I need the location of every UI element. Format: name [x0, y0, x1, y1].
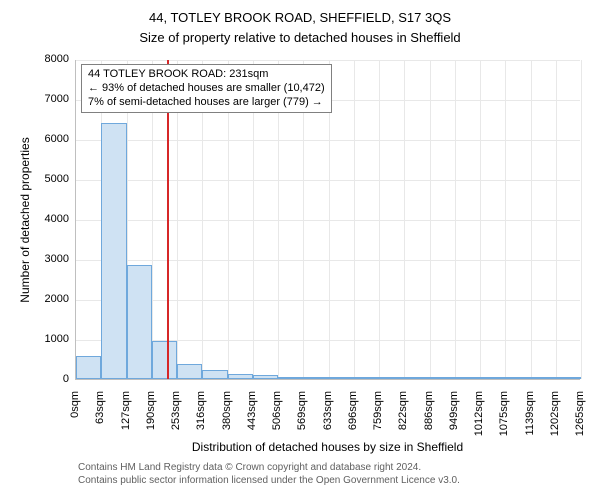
y-tick-label: 2000 — [19, 293, 69, 305]
histogram-bar — [455, 377, 480, 379]
x-axis-label: Distribution of detached houses by size … — [75, 440, 580, 454]
histogram-bar — [404, 377, 429, 379]
histogram-bar — [329, 377, 354, 379]
y-tick-label: 6000 — [19, 133, 69, 145]
histogram-bar — [101, 123, 126, 379]
x-tick-label: 127sqm — [120, 391, 132, 441]
x-tick-label: 1139sqm — [524, 391, 536, 441]
annotation-line: ← 93% of detached houses are smaller (10… — [88, 82, 325, 96]
x-tick-label: 506sqm — [271, 391, 283, 441]
histogram-bar — [480, 377, 505, 379]
x-tick-label: 380sqm — [221, 391, 233, 441]
x-tick-label: 696sqm — [347, 391, 359, 441]
x-tick-label: 1265sqm — [574, 391, 586, 441]
x-tick-label: 949sqm — [448, 391, 460, 441]
footer-attribution: Contains HM Land Registry data © Crown c… — [78, 462, 460, 487]
x-tick-label: 190sqm — [145, 391, 157, 441]
x-tick-label: 443sqm — [246, 391, 258, 441]
x-tick-label: 1075sqm — [498, 391, 510, 441]
x-tick-label: 1202sqm — [549, 391, 561, 441]
histogram-bar — [127, 265, 152, 379]
y-tick-label: 3000 — [19, 253, 69, 265]
histogram-bar — [303, 377, 328, 379]
histogram-bar — [253, 375, 278, 379]
x-tick-label: 63sqm — [94, 391, 106, 441]
gridline-v — [581, 60, 582, 379]
histogram-bar — [278, 377, 303, 379]
annotation-box: 44 TOTLEY BROOK ROAD: 231sqm← 93% of det… — [81, 64, 332, 113]
histogram-bar — [177, 364, 202, 379]
x-tick-label: 253sqm — [170, 391, 182, 441]
histogram-bar — [152, 341, 177, 379]
plot-area: 44 TOTLEY BROOK ROAD: 231sqm← 93% of det… — [75, 60, 580, 380]
annotation-line: 7% of semi-detached houses are larger (7… — [88, 96, 325, 110]
y-tick-label: 0 — [19, 373, 69, 385]
histogram-bar — [556, 377, 581, 379]
y-tick-label: 7000 — [19, 93, 69, 105]
x-tick-label: 633sqm — [322, 391, 334, 441]
annotation-line: 44 TOTLEY BROOK ROAD: 231sqm — [88, 68, 325, 82]
x-tick-label: 822sqm — [397, 391, 409, 441]
chart-title-line2: Size of property relative to detached ho… — [0, 30, 600, 45]
histogram-bar — [354, 377, 379, 379]
y-tick-label: 4000 — [19, 213, 69, 225]
y-tick-label: 5000 — [19, 173, 69, 185]
histogram-bar — [228, 374, 253, 379]
histogram-bar — [202, 370, 227, 379]
y-tick-label: 1000 — [19, 333, 69, 345]
footer-line: Contains HM Land Registry data © Crown c… — [78, 462, 460, 475]
x-tick-label: 1012sqm — [473, 391, 485, 441]
x-tick-label: 0sqm — [69, 391, 81, 441]
histogram-bar — [505, 377, 530, 379]
footer-line: Contains public sector information licen… — [78, 475, 460, 488]
histogram-bar — [430, 377, 455, 379]
histogram-bar — [76, 356, 101, 379]
chart-title-line1: 44, TOTLEY BROOK ROAD, SHEFFIELD, S17 3Q… — [0, 10, 600, 25]
x-tick-label: 759sqm — [372, 391, 384, 441]
x-tick-label: 316sqm — [195, 391, 207, 441]
y-tick-label: 8000 — [19, 53, 69, 65]
histogram-bar — [379, 377, 404, 379]
x-tick-label: 569sqm — [296, 391, 308, 441]
histogram-bar — [531, 377, 556, 379]
x-tick-label: 886sqm — [423, 391, 435, 441]
